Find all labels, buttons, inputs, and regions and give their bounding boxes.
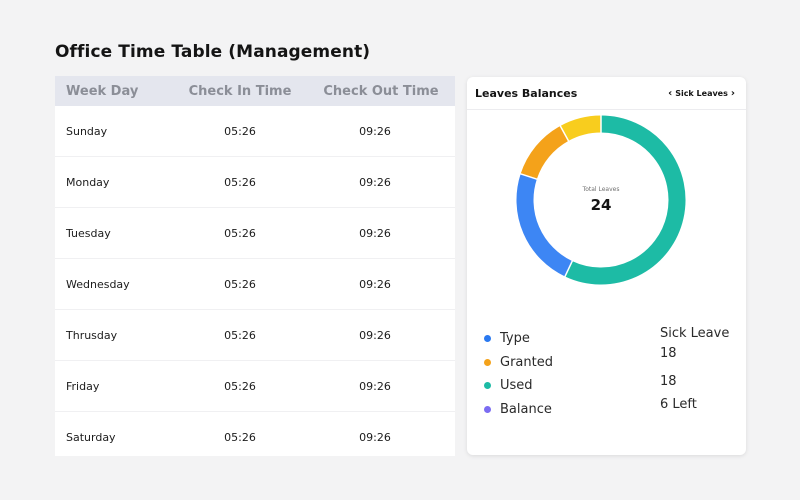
row-day: Sunday	[66, 124, 108, 138]
row-check-in: 05:26	[224, 124, 256, 138]
donut-separator	[519, 172, 538, 181]
row-check-out: 09:26	[359, 379, 391, 393]
value-type: Sick Leave	[660, 326, 730, 341]
donut-separator	[559, 124, 570, 143]
donut-svg	[516, 114, 686, 285]
donut-segment-3	[560, 115, 602, 141]
legend-item-granted: Granted	[484, 351, 553, 375]
legend-dot-granted	[484, 358, 491, 366]
legend-item-type: Type	[484, 327, 553, 351]
value-granted: 18	[660, 346, 677, 361]
card-header: Leaves Balances ‹ Sick Leaves ›	[467, 77, 746, 110]
value-used: 18	[660, 374, 677, 389]
table-row: Thrusday 05:26 09:26	[55, 310, 455, 361]
donut-segment-1	[516, 173, 573, 277]
donut-segment-0	[565, 115, 686, 285]
legend-dot-balance	[484, 405, 491, 413]
table-row: Tuesday 05:26 09:26	[55, 208, 455, 259]
table-row: Wednesday 05:26 09:26	[55, 259, 455, 310]
card-title: Leaves Balances	[475, 86, 578, 100]
chevron-right-icon[interactable]: ›	[730, 87, 735, 99]
legend-dot-type	[484, 335, 491, 343]
table-row: Sunday 05:26 09:26	[55, 106, 455, 157]
row-check-out: 09:26	[359, 226, 391, 240]
row-check-in: 05:26	[224, 379, 256, 393]
table-header: Week Day Check In Time Check Out Time	[55, 76, 455, 106]
row-day: Tuesday	[66, 226, 111, 240]
row-day: Thrusday	[66, 328, 118, 342]
row-day: Friday	[66, 379, 100, 393]
row-check-in: 05:26	[224, 277, 256, 291]
legend-label: Granted	[500, 354, 553, 370]
table-row: Saturday 05:26 09:26	[55, 412, 455, 462]
legend-label: Used	[500, 378, 533, 394]
donut-segment-2	[520, 125, 569, 180]
row-check-in: 05:26	[224, 175, 256, 189]
chevron-left-icon[interactable]: ‹	[668, 87, 673, 99]
table-row: Monday 05:26 09:26	[55, 157, 455, 208]
donut-center: Total Leaves 24	[513, 112, 689, 288]
total-leaves-label: Total Leaves	[582, 186, 620, 193]
legend-dot-used	[484, 382, 491, 390]
value-balance: 6 Left	[660, 397, 697, 412]
leaves-balances-card: Leaves Balances ‹ Sick Leaves › Total Le…	[467, 77, 746, 455]
legend-label: Type	[500, 331, 530, 347]
row-check-out: 09:26	[359, 277, 391, 291]
row-day: Monday	[66, 175, 110, 189]
row-check-out: 09:26	[359, 124, 391, 138]
total-leaves-value: 24	[590, 196, 612, 214]
row-day: Wednesday	[66, 277, 130, 291]
page-title: Office Time Table (Management)	[55, 42, 371, 62]
row-check-in: 05:26	[224, 430, 256, 444]
row-check-in: 05:26	[224, 328, 256, 342]
donut-separator	[563, 259, 574, 278]
header-check-in: Check In Time	[188, 83, 292, 99]
row-check-out: 09:26	[359, 430, 391, 444]
leave-type-label: Sick Leaves	[675, 88, 728, 98]
row-check-out: 09:26	[359, 328, 391, 342]
row-check-out: 09:26	[359, 175, 391, 189]
row-check-in: 05:26	[224, 226, 256, 240]
leaves-donut-chart: Total Leaves 24	[513, 112, 689, 288]
legend-label: Balance	[500, 401, 552, 417]
row-day: Saturday	[66, 430, 116, 444]
header-week-day: Week Day	[66, 83, 139, 99]
header-check-out: Check Out Time	[323, 83, 439, 99]
legend-item-balance: Balance	[484, 398, 553, 422]
chart-legend: Type Granted Used Balance	[484, 327, 553, 421]
office-timetable: Week Day Check In Time Check Out Time Su…	[55, 76, 455, 456]
legend-item-used: Used	[484, 374, 553, 398]
table-row: Friday 05:26 09:26	[55, 361, 455, 412]
leave-type-selector: ‹ Sick Leaves ›	[665, 88, 738, 99]
